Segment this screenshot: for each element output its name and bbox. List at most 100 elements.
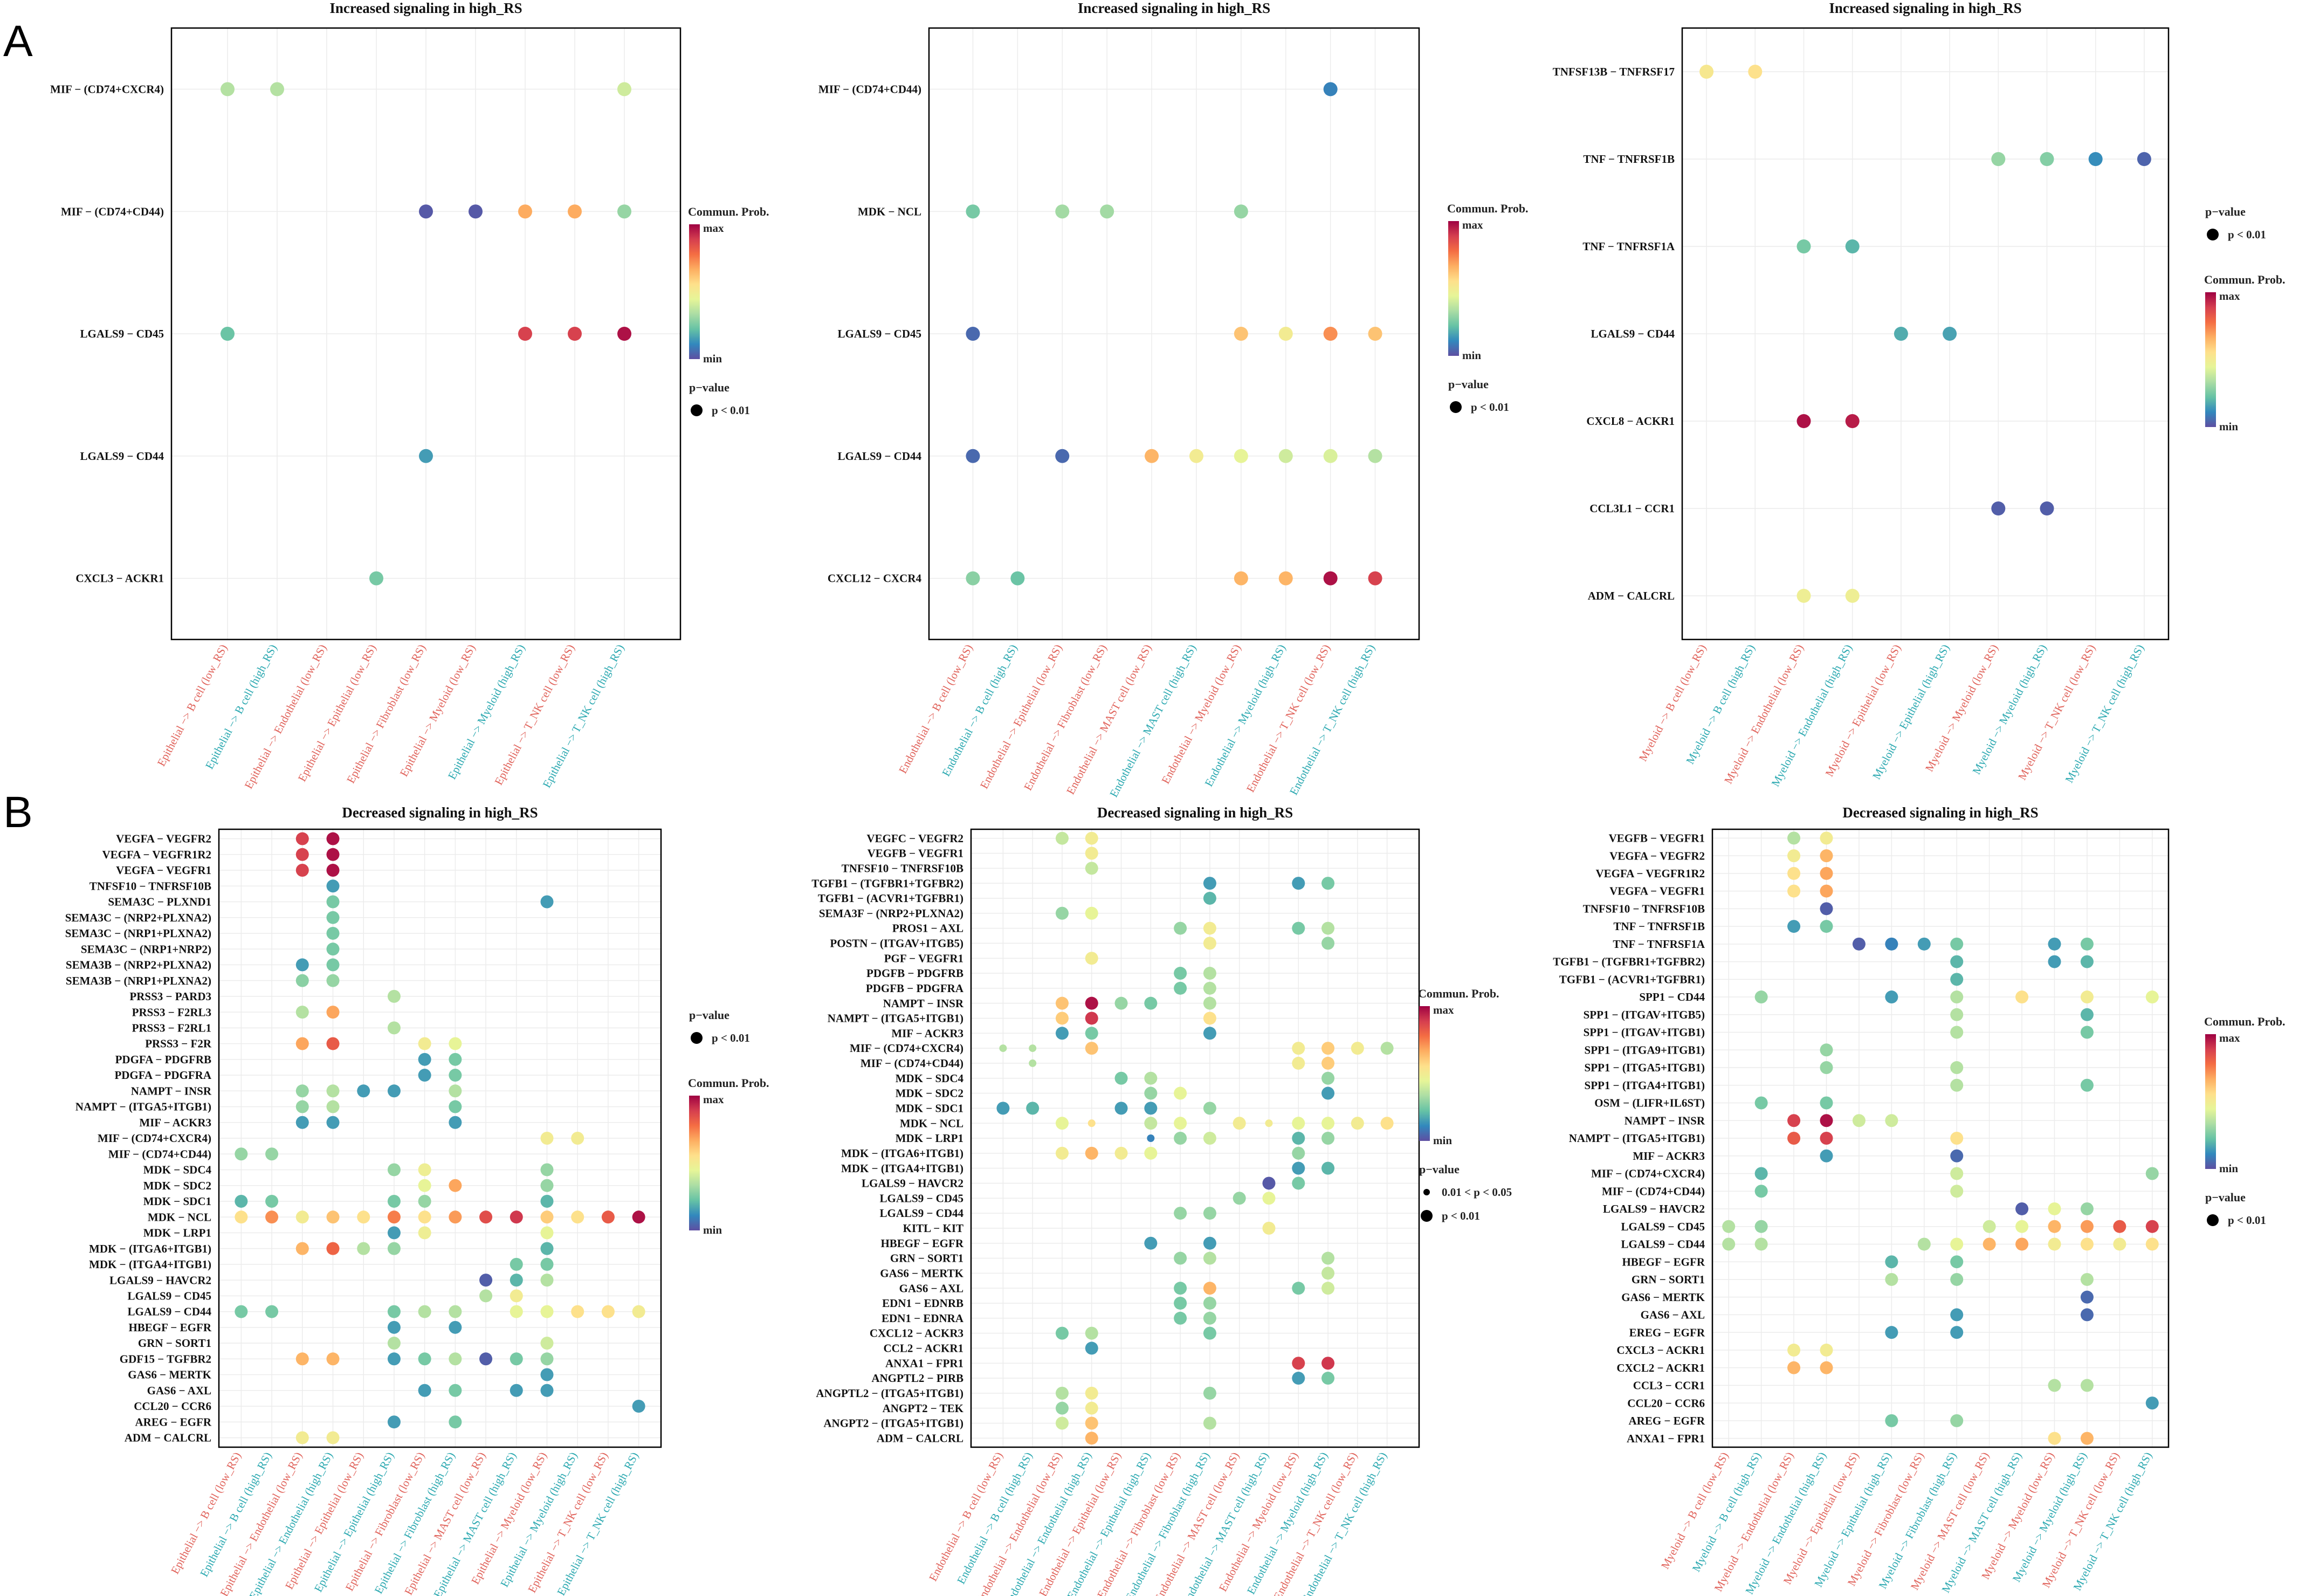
y-tick-label: MDK − SDC1 xyxy=(896,1102,963,1115)
data-point xyxy=(1321,1042,1335,1055)
data-point xyxy=(1917,1237,1931,1251)
x-tick-label: Endothelial −> T_NK cell (low_RS) xyxy=(1244,642,1333,794)
data-point xyxy=(1203,1296,1216,1310)
x-tick-label: Endothelial −> B cell (high_RS) xyxy=(939,642,1020,779)
data-point xyxy=(540,1337,554,1350)
data-point xyxy=(1085,1326,1098,1340)
y-tick-label: CXCL12 − ACKR3 xyxy=(870,1327,963,1340)
data-point xyxy=(1950,1061,1964,1075)
y-tick-label: MDK − SDC2 xyxy=(143,1179,211,1192)
data-point xyxy=(1321,877,1335,890)
data-point xyxy=(270,82,284,97)
y-tick-label: SPP1 − (ITGAV+ITGB5) xyxy=(1584,1008,1705,1021)
chart-title: Decreased signaling in high_RS xyxy=(342,804,538,821)
data-point xyxy=(1368,571,1382,586)
legend-prob-title: Commun. Prob. xyxy=(2204,273,2286,286)
y-tick-label: TNF − TNFRSF1A xyxy=(1613,938,1705,951)
data-point xyxy=(1085,1432,1098,1445)
y-tick-label: MDK − (ITGA4+ITGB1) xyxy=(89,1258,211,1271)
data-point xyxy=(1147,1134,1155,1142)
data-point xyxy=(326,1006,340,1019)
data-point xyxy=(540,1179,554,1192)
legend-prob-min: min xyxy=(703,352,722,365)
data-point xyxy=(1144,996,1158,1010)
data-point xyxy=(1144,1102,1158,1115)
data-point xyxy=(1145,449,1159,463)
data-point xyxy=(1983,1237,1996,1251)
data-point xyxy=(1144,1117,1158,1130)
y-tick-label: OSM − (LIFR+IL6ST) xyxy=(1594,1097,1705,1110)
data-point xyxy=(1820,849,1833,863)
y-tick-label: CCL3 − CCR1 xyxy=(1633,1379,1705,1392)
data-point xyxy=(1055,1117,1069,1130)
data-point xyxy=(966,204,980,219)
data-point xyxy=(1351,1042,1364,1055)
data-point xyxy=(1368,327,1382,341)
data-point xyxy=(295,1037,309,1050)
y-tick-label: MIF − (CD74+CXCR4) xyxy=(98,1132,211,1145)
y-tick-label: TGFB1 − (ACVR1+TGFBR1) xyxy=(818,892,963,905)
legend-prob-max: max xyxy=(1462,218,1483,231)
data-point xyxy=(326,1242,340,1255)
y-tick-label: MIF − (CD74+CD44) xyxy=(1602,1185,1705,1198)
legend-prob-min: min xyxy=(1462,349,1481,362)
data-point xyxy=(1029,1044,1037,1052)
data-point xyxy=(1820,831,1833,845)
data-point xyxy=(1820,884,1833,898)
data-point xyxy=(1203,877,1216,890)
data-point xyxy=(1174,967,1187,980)
data-point xyxy=(2048,1220,2061,1233)
data-point xyxy=(1950,973,1964,986)
data-point xyxy=(1950,1132,1964,1145)
data-point xyxy=(1085,996,1098,1010)
y-tick-label: NAMPT − (ITGA5+ITGB1) xyxy=(828,1012,963,1025)
data-point xyxy=(1820,1132,1833,1145)
y-tick-label: VEGFB − VEGFR1 xyxy=(868,847,963,860)
data-point xyxy=(387,1415,401,1429)
data-point xyxy=(2048,955,2061,968)
data-point xyxy=(1820,866,1833,880)
chart-legend: p−value p < 0.01 Commun. Prob. max min xyxy=(2204,205,2286,433)
y-tick-label: CXCL3 − ACKR1 xyxy=(75,572,164,585)
legend-pvalue-label: p < 0.01 xyxy=(1442,1209,1480,1222)
y-tick-label: MDK − SDC4 xyxy=(896,1072,964,1085)
data-point xyxy=(1203,1102,1216,1115)
y-tick-label: TNFSF10 − TNFRSF10B xyxy=(842,862,963,875)
data-point xyxy=(449,1352,462,1366)
data-point xyxy=(540,1368,554,1381)
data-point xyxy=(221,327,235,341)
data-point xyxy=(1174,981,1187,995)
data-point xyxy=(326,895,340,909)
y-tick-label: MDK − SDC2 xyxy=(896,1087,963,1100)
data-point xyxy=(1754,1220,1768,1233)
data-point xyxy=(2137,152,2151,166)
data-point xyxy=(1323,327,1338,341)
y-tick-label: TGFB1 − (TGFBR1+TGFBR2) xyxy=(1553,955,1705,968)
y-tick-label: GAS6 − MERTK xyxy=(1621,1291,1705,1304)
data-point xyxy=(1085,831,1098,845)
data-point xyxy=(1055,831,1069,845)
data-point xyxy=(1885,1114,1898,1127)
y-tick-label: MDK − NCL xyxy=(900,1117,963,1130)
y-tick-label: PDGFB − PDGFRA xyxy=(866,982,964,995)
data-point xyxy=(1787,920,1801,933)
data-point xyxy=(1820,1361,1833,1374)
data-point xyxy=(2080,1432,2094,1445)
data-point xyxy=(1787,849,1801,863)
data-point xyxy=(387,1084,401,1098)
data-point xyxy=(540,1194,554,1208)
data-point xyxy=(2113,1237,2126,1251)
y-tick-label: ANGPTL2 − PIRB xyxy=(871,1372,963,1385)
y-tick-label: PDGFA − PDGFRB xyxy=(115,1053,211,1066)
data-point xyxy=(418,1179,431,1192)
data-point xyxy=(1796,414,1811,428)
data-point xyxy=(1085,1027,1098,1040)
data-point xyxy=(1203,921,1216,935)
data-point xyxy=(1174,1251,1187,1265)
data-point xyxy=(295,848,309,861)
data-point xyxy=(540,1274,554,1287)
chart-title: Increased signaling in high_RS xyxy=(1078,0,1270,16)
legend-pvalue-dot xyxy=(2207,229,2219,240)
panel-b1-decreased-epithelial: Decreased signaling in high_RS VEGFA − VE… xyxy=(65,804,769,1596)
data-point xyxy=(1950,1026,1964,1039)
